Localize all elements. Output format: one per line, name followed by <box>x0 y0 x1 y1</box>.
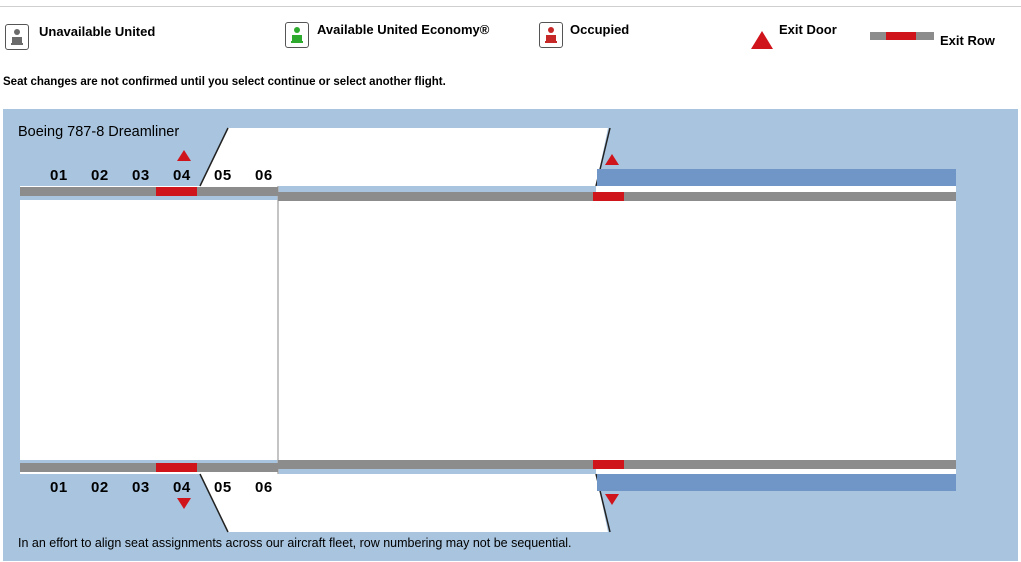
row-number: 04 <box>173 479 191 496</box>
legend-occupied-label: Occupied <box>570 22 630 37</box>
row-number: 01 <box>50 167 68 184</box>
row-number: 01 <box>50 479 68 496</box>
exit-door-icon <box>177 498 191 509</box>
row-number: 03 <box>132 167 150 184</box>
exit-row-icon <box>870 32 934 40</box>
available-seat-icon <box>285 22 309 48</box>
exit-door-icon <box>605 494 619 505</box>
row-number: 05 <box>214 479 232 496</box>
upper-wing <box>597 169 956 186</box>
legend-exit-row-label: Exit Row <box>940 33 995 48</box>
row-number: 06 <box>255 167 273 184</box>
upper-wall-front <box>20 187 278 196</box>
exit-door-icon <box>751 31 773 49</box>
exit-door-icon <box>177 150 191 161</box>
legend-exit-row: Exit Row <box>870 32 995 49</box>
lower-wing <box>597 474 956 491</box>
row-number: 02 <box>91 167 109 184</box>
cabin-interior <box>20 200 956 460</box>
exit-row-bar <box>593 460 624 469</box>
row-number: 03 <box>132 479 150 496</box>
exit-door-icon <box>605 154 619 165</box>
row-number: 02 <box>91 479 109 496</box>
exit-row-bar <box>156 187 197 196</box>
row-number: 04 <box>173 167 191 184</box>
legend-available: Available United Economy® <box>285 22 489 48</box>
row-numbering-footnote: In an effort to align seat assignments a… <box>18 536 572 550</box>
lower-wall-front <box>20 463 278 472</box>
row-number: 05 <box>214 167 232 184</box>
exit-row-bar <box>156 463 197 472</box>
top-divider <box>0 6 1021 7</box>
row-number: 06 <box>255 479 273 496</box>
legend-unavailable-label: Unavailable United <box>39 24 156 39</box>
unavailable-seat-icon <box>5 24 29 50</box>
aircraft-name: Boeing 787-8 Dreamliner <box>18 124 180 140</box>
occupied-seat-icon <box>539 22 563 48</box>
seat-change-notice: Seat changes are not confirmed until you… <box>3 76 446 88</box>
exit-row-bar <box>593 192 624 201</box>
legend-exit-door-label: Exit Door <box>779 22 837 37</box>
legend-occupied: Occupied <box>539 22 629 48</box>
legend-exit-door: Exit Door <box>751 22 837 49</box>
legend-unavailable: Unavailable United <box>5 24 155 50</box>
legend-available-label: Available United Economy® <box>317 22 490 37</box>
